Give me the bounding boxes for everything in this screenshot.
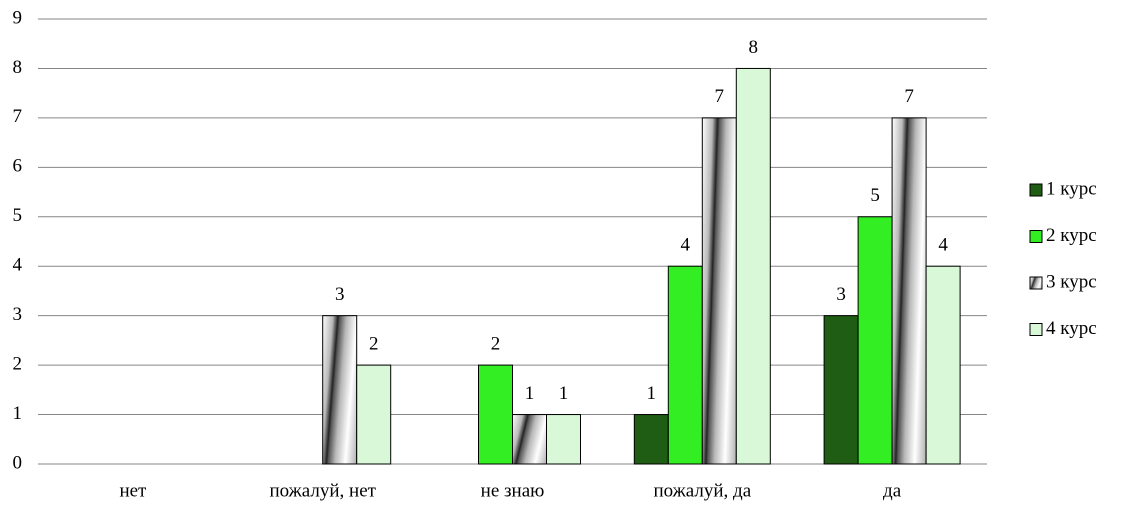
y-tick-label: 9 [13,7,23,28]
bar [925,265,961,465]
legend-swatch [1029,230,1043,243]
x-tick-label: нет [119,480,147,501]
x-tick-label: пожалуй, да [653,480,751,501]
legend-swatch [1029,323,1043,336]
data-label: 1 [647,383,657,404]
data-label: 5 [870,185,880,206]
bar [857,216,893,465]
y-tick-label: 6 [13,156,23,177]
bar [891,117,927,465]
x-tick-label: не знаю [481,480,545,501]
bar [735,67,771,465]
legend-label: 4 курс [1046,318,1097,339]
data-label: 3 [836,284,846,305]
data-label: 2 [491,333,501,354]
x-tick-label: да [883,480,902,501]
bar [823,315,859,465]
legend-label: 1 курс [1046,178,1097,199]
legend-swatch [1029,183,1043,197]
y-tick-label: 1 [13,403,23,424]
data-label: 3 [335,284,345,305]
legend-label: 2 курс [1046,225,1097,246]
y-tick-label: 7 [13,106,23,127]
y-tick-label: 8 [13,57,23,78]
bar [633,414,669,465]
bar [546,414,581,465]
data-label: 4 [681,235,691,256]
legend-swatch [1029,276,1043,290]
bar [512,414,547,465]
y-tick-label: 5 [13,205,23,226]
data-label: 7 [904,86,914,107]
y-tick-label: 2 [13,353,23,374]
bar [478,364,513,465]
bar [701,117,737,465]
data-label: 8 [749,37,759,58]
data-label: 1 [525,383,535,404]
y-tick-label: 4 [13,255,23,276]
y-tick-label: 3 [13,304,23,325]
bar [356,364,392,465]
x-tick-label: пожалуй, нет [269,480,376,501]
data-label: 7 [715,86,725,107]
data-label: 4 [938,235,948,256]
y-tick-label: 0 [13,452,23,473]
data-label: 1 [559,383,569,404]
legend-label: 3 курс [1046,271,1097,292]
data-label: 2 [369,333,379,354]
bar [667,265,703,465]
bar [322,315,358,465]
